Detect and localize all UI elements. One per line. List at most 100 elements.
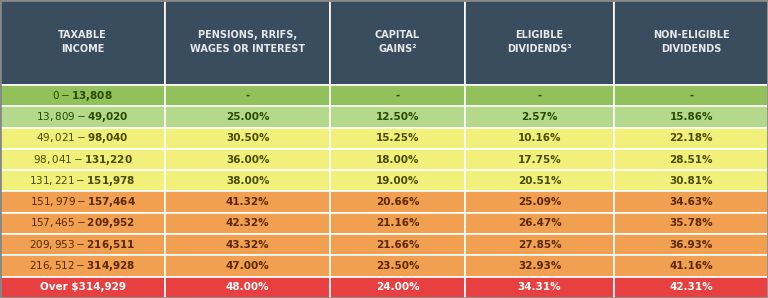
Bar bbox=[330, 213, 465, 234]
Text: NON-ELIGIBLE
DIVIDENDS: NON-ELIGIBLE DIVIDENDS bbox=[653, 30, 730, 55]
Text: 20.51%: 20.51% bbox=[518, 176, 561, 186]
Bar bbox=[614, 191, 768, 213]
Bar bbox=[614, 149, 768, 170]
Text: 26.47%: 26.47% bbox=[518, 218, 561, 229]
Text: $151,979 - $157,464: $151,979 - $157,464 bbox=[29, 195, 136, 209]
Text: PENSIONS, RRIFS,
WAGES OR INTEREST: PENSIONS, RRIFS, WAGES OR INTEREST bbox=[190, 30, 305, 55]
Bar bbox=[165, 0, 330, 85]
Text: CAPITAL
GAINS²: CAPITAL GAINS² bbox=[375, 30, 420, 55]
Text: TAXABLE
INCOME: TAXABLE INCOME bbox=[58, 30, 107, 55]
Bar bbox=[465, 191, 614, 213]
Text: 41.32%: 41.32% bbox=[226, 197, 270, 207]
Bar bbox=[165, 213, 330, 234]
Bar bbox=[0, 149, 165, 170]
Bar bbox=[614, 0, 768, 85]
Bar bbox=[614, 213, 768, 234]
Text: -: - bbox=[538, 91, 541, 101]
Text: 30.50%: 30.50% bbox=[226, 133, 270, 143]
Text: $157,465 - $209,952: $157,465 - $209,952 bbox=[30, 216, 135, 230]
Bar bbox=[330, 106, 465, 128]
Bar bbox=[0, 191, 165, 213]
Bar bbox=[465, 213, 614, 234]
Bar bbox=[465, 277, 614, 298]
Text: 10.16%: 10.16% bbox=[518, 133, 561, 143]
Text: 36.93%: 36.93% bbox=[670, 240, 713, 250]
Text: 21.66%: 21.66% bbox=[376, 240, 419, 250]
Bar bbox=[165, 234, 330, 255]
Text: 30.81%: 30.81% bbox=[670, 176, 713, 186]
Bar bbox=[330, 234, 465, 255]
Bar bbox=[465, 0, 614, 85]
Bar bbox=[465, 128, 614, 149]
Bar bbox=[165, 191, 330, 213]
Bar bbox=[614, 106, 768, 128]
Bar bbox=[465, 149, 614, 170]
Text: 47.00%: 47.00% bbox=[226, 261, 270, 271]
Text: $98,041 - $131,220: $98,041 - $131,220 bbox=[32, 153, 133, 167]
Bar bbox=[0, 255, 165, 277]
Bar bbox=[465, 85, 614, 106]
Bar bbox=[614, 85, 768, 106]
Bar bbox=[614, 255, 768, 277]
Bar bbox=[165, 106, 330, 128]
Text: 28.51%: 28.51% bbox=[670, 154, 713, 164]
Text: $131,221 - $151,978: $131,221 - $151,978 bbox=[29, 174, 136, 188]
Bar bbox=[165, 85, 330, 106]
Text: $0 - $13,808: $0 - $13,808 bbox=[52, 89, 113, 103]
Bar bbox=[165, 277, 330, 298]
Text: 38.00%: 38.00% bbox=[226, 176, 270, 186]
Text: 12.50%: 12.50% bbox=[376, 112, 419, 122]
Text: -: - bbox=[396, 91, 399, 101]
Text: -: - bbox=[246, 91, 250, 101]
Text: -: - bbox=[689, 91, 694, 101]
Text: 48.00%: 48.00% bbox=[226, 282, 270, 292]
Text: 36.00%: 36.00% bbox=[226, 154, 270, 164]
Bar bbox=[465, 106, 614, 128]
Text: 42.32%: 42.32% bbox=[226, 218, 270, 229]
Text: 41.16%: 41.16% bbox=[670, 261, 713, 271]
Text: 22.18%: 22.18% bbox=[670, 133, 713, 143]
Text: 15.86%: 15.86% bbox=[670, 112, 713, 122]
Text: 34.31%: 34.31% bbox=[518, 282, 561, 292]
Text: 25.09%: 25.09% bbox=[518, 197, 561, 207]
Bar bbox=[0, 85, 165, 106]
Bar bbox=[165, 255, 330, 277]
Bar bbox=[330, 128, 465, 149]
Text: $13,809 - $49,020: $13,809 - $49,020 bbox=[36, 110, 129, 124]
Text: $49,021 - $98,040: $49,021 - $98,040 bbox=[36, 131, 129, 145]
Bar bbox=[165, 128, 330, 149]
Bar bbox=[330, 149, 465, 170]
Bar bbox=[614, 277, 768, 298]
Bar bbox=[465, 234, 614, 255]
Bar bbox=[614, 234, 768, 255]
Text: 2.57%: 2.57% bbox=[521, 112, 558, 122]
Text: 23.50%: 23.50% bbox=[376, 261, 419, 271]
Text: 19.00%: 19.00% bbox=[376, 176, 419, 186]
Text: $209,953 - $216,511: $209,953 - $216,511 bbox=[29, 238, 136, 252]
Bar bbox=[330, 277, 465, 298]
Bar bbox=[330, 255, 465, 277]
Text: 21.16%: 21.16% bbox=[376, 218, 419, 229]
Text: 18.00%: 18.00% bbox=[376, 154, 419, 164]
Text: 25.00%: 25.00% bbox=[226, 112, 270, 122]
Bar bbox=[0, 128, 165, 149]
Text: 42.31%: 42.31% bbox=[670, 282, 713, 292]
Text: 17.75%: 17.75% bbox=[518, 154, 561, 164]
Text: $216,512 - $314,928: $216,512 - $314,928 bbox=[29, 259, 136, 273]
Bar bbox=[0, 234, 165, 255]
Text: 32.93%: 32.93% bbox=[518, 261, 561, 271]
Text: 43.32%: 43.32% bbox=[226, 240, 270, 250]
Bar bbox=[465, 170, 614, 191]
Text: 35.78%: 35.78% bbox=[670, 218, 713, 229]
Bar bbox=[614, 128, 768, 149]
Text: 24.00%: 24.00% bbox=[376, 282, 419, 292]
Bar bbox=[0, 170, 165, 191]
Text: 15.25%: 15.25% bbox=[376, 133, 419, 143]
Bar bbox=[0, 277, 165, 298]
Bar bbox=[465, 255, 614, 277]
Text: 27.85%: 27.85% bbox=[518, 240, 561, 250]
Bar bbox=[0, 213, 165, 234]
Bar bbox=[330, 170, 465, 191]
Bar bbox=[0, 106, 165, 128]
Text: ELIGIBLE
DIVIDENDS³: ELIGIBLE DIVIDENDS³ bbox=[507, 30, 572, 55]
